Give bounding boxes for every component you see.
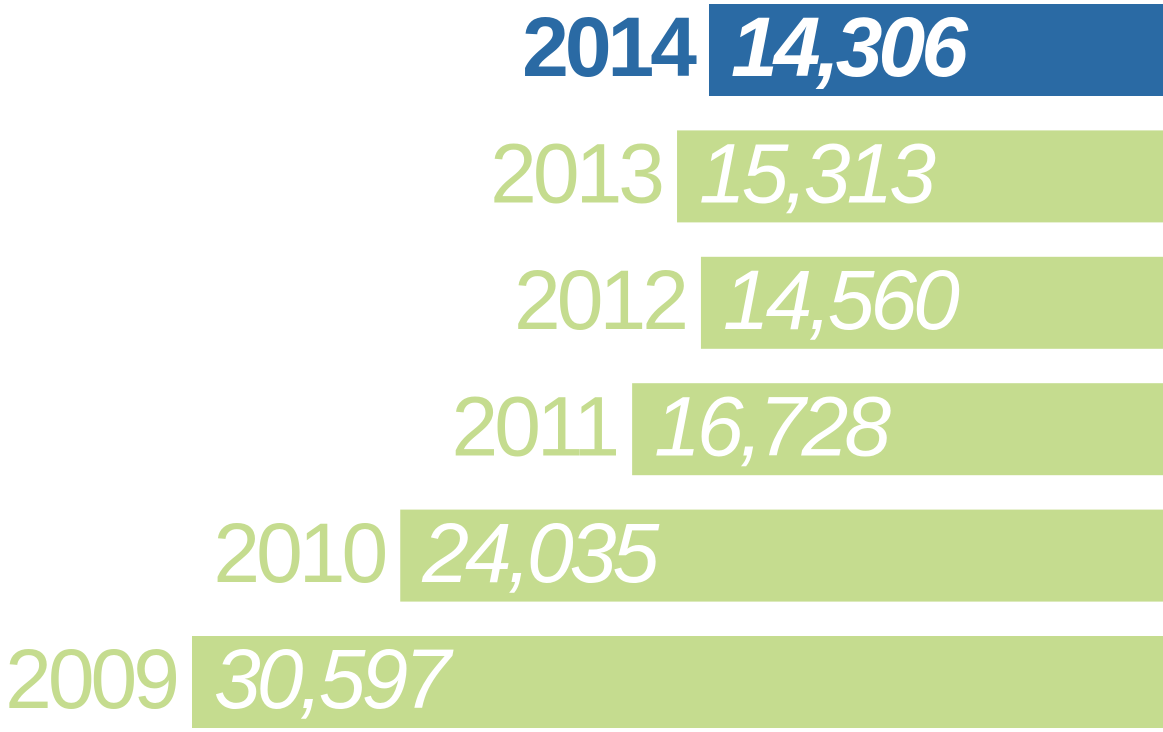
value-label: 16,728 <box>654 379 891 473</box>
value-label: 15,313 <box>699 127 935 221</box>
chart: 14,306 201415,313 2013 14,560 2012 16,728 2011… <box>0 0 1163 732</box>
value-label: 30,597 <box>214 632 454 726</box>
category-label: 2009 <box>5 632 176 726</box>
category-label: 2013 <box>490 127 662 221</box>
value-label: 14,560 <box>723 253 960 347</box>
category-label: 2011 <box>451 379 616 473</box>
category-label: 2010 <box>213 506 385 600</box>
category-label: 2012 <box>514 253 685 347</box>
value-label: 14,306 <box>731 0 969 94</box>
value-label: 24,035 <box>421 506 659 600</box>
category-label: 2014 <box>522 0 697 94</box>
